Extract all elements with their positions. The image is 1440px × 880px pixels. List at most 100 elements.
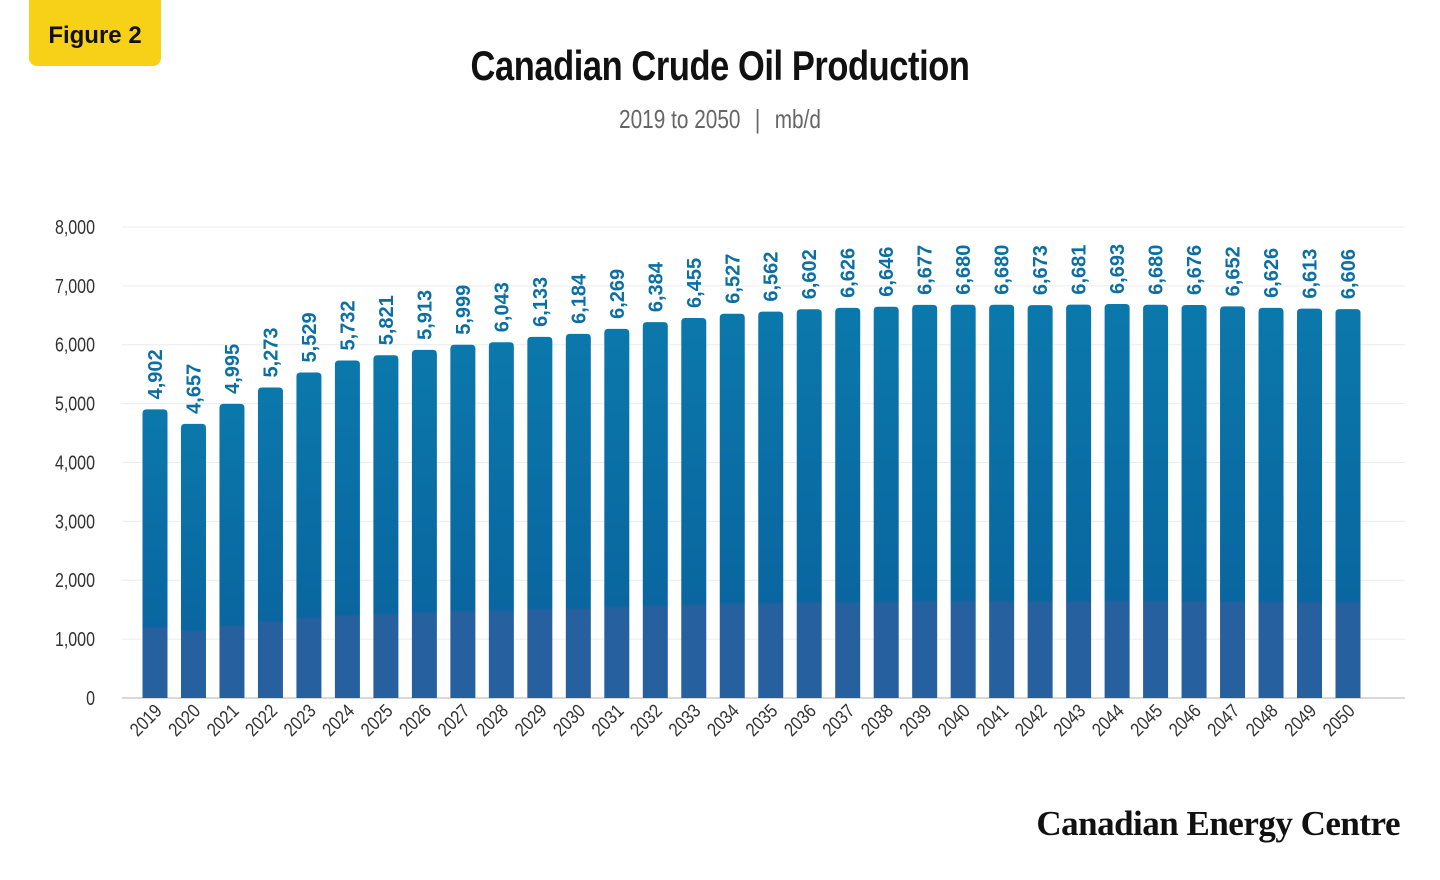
bar-2047 xyxy=(1220,306,1246,698)
x-tick-label: 2037 xyxy=(818,700,859,741)
x-tick-label: 2019 xyxy=(125,700,166,741)
data-label: 5,821 xyxy=(376,295,398,345)
data-label: 5,273 xyxy=(260,327,282,377)
data-label: 5,732 xyxy=(337,300,359,350)
data-label: 5,913 xyxy=(414,290,436,340)
bar-2022 xyxy=(257,387,283,698)
x-tick-label: 2030 xyxy=(549,700,590,741)
subtitle-separator: | xyxy=(754,104,761,134)
data-label: 4,995 xyxy=(222,344,244,394)
x-tick-label: 2045 xyxy=(1126,700,1167,741)
bar-2019 xyxy=(142,409,168,698)
x-tick-label: 2021 xyxy=(202,700,243,741)
x-tick-label: 2043 xyxy=(1049,700,1090,741)
bar-2024 xyxy=(334,360,360,698)
chart-subtitle: 2019 to 2050 | mb/d xyxy=(144,104,1296,135)
bar-2021 xyxy=(219,403,245,698)
x-tick-label: 2032 xyxy=(626,700,667,741)
data-label: 6,626 xyxy=(1261,248,1283,298)
data-label: 6,562 xyxy=(761,252,783,302)
x-tick-label: 2048 xyxy=(1241,700,1282,741)
x-tick-label: 2049 xyxy=(1280,700,1321,741)
x-tick-label: 2022 xyxy=(241,700,282,741)
bar-2032 xyxy=(642,322,668,698)
bar-2039 xyxy=(912,304,938,698)
x-tick-label: 2035 xyxy=(741,700,782,741)
bar-2027 xyxy=(450,344,476,698)
x-tick-label: 2034 xyxy=(703,700,744,741)
data-label: 6,133 xyxy=(530,277,552,327)
y-tick-label: 2,000 xyxy=(55,570,95,592)
data-label: 6,455 xyxy=(684,258,706,308)
data-label: 6,676 xyxy=(1184,245,1206,295)
data-label: 6,384 xyxy=(645,261,667,312)
bar-2044 xyxy=(1104,303,1130,698)
bar-2034 xyxy=(719,313,745,698)
bar-2025 xyxy=(373,355,399,698)
data-label: 6,681 xyxy=(1069,245,1091,295)
bar-2020 xyxy=(180,423,206,698)
y-tick-label: 3,000 xyxy=(55,511,95,533)
bar-2029 xyxy=(527,336,553,698)
bar-2042 xyxy=(1027,305,1053,698)
x-tick-label: 2044 xyxy=(1088,700,1129,741)
data-label: 6,269 xyxy=(607,269,629,319)
data-label: 5,529 xyxy=(299,312,321,362)
data-label: 6,652 xyxy=(1223,246,1245,296)
bar-2023 xyxy=(296,372,322,698)
x-tick-label: 2047 xyxy=(1203,700,1244,741)
x-tick-label: 2038 xyxy=(857,700,898,741)
x-tick-label: 2029 xyxy=(510,700,551,741)
x-tick-label: 2036 xyxy=(780,700,821,741)
bar-2041 xyxy=(989,304,1015,698)
bar-2049 xyxy=(1297,308,1323,698)
data-label: 6,680 xyxy=(992,245,1014,295)
y-tick-label: 7,000 xyxy=(55,275,95,297)
bar-2036 xyxy=(796,309,822,698)
bar-2028 xyxy=(488,342,514,698)
bar-2040 xyxy=(950,304,976,698)
x-tick-label: 2046 xyxy=(1164,700,1205,741)
data-label: 6,606 xyxy=(1338,249,1360,299)
brand-logo: Canadian Energy Centre xyxy=(1036,804,1400,843)
x-tick-label: 2040 xyxy=(934,700,975,741)
bar-2026 xyxy=(411,349,437,698)
x-tick-label: 2026 xyxy=(395,700,436,741)
data-label: 6,613 xyxy=(1300,249,1322,299)
bar-2050 xyxy=(1335,309,1361,698)
subtitle-range: 2019 to 2050 xyxy=(619,104,741,134)
data-label: 6,680 xyxy=(953,245,975,295)
y-tick-label: 5,000 xyxy=(55,393,95,415)
x-tick-label: 2028 xyxy=(472,700,513,741)
bar-2046 xyxy=(1181,304,1207,698)
chart-title: Canadian Crude Oil Production xyxy=(470,42,970,89)
data-label: 6,043 xyxy=(491,282,513,332)
data-label: 4,657 xyxy=(183,364,205,414)
data-label: 6,527 xyxy=(722,254,744,304)
x-tick-label: 2024 xyxy=(318,700,359,741)
y-tick-label: 0 xyxy=(86,687,95,709)
data-label: 5,999 xyxy=(453,285,475,335)
x-tick-label: 2033 xyxy=(664,700,705,741)
subtitle-unit: mb/d xyxy=(774,104,821,134)
bar-2030 xyxy=(565,333,591,698)
bar-2031 xyxy=(604,328,630,698)
data-label: 6,626 xyxy=(838,248,860,298)
data-label: 6,680 xyxy=(1146,245,1168,295)
x-tick-label: 2027 xyxy=(433,700,474,741)
data-label: 6,677 xyxy=(915,245,937,295)
data-label: 6,602 xyxy=(799,249,821,299)
y-tick-label: 4,000 xyxy=(55,452,95,474)
y-tick-label: 8,000 xyxy=(55,216,95,238)
data-label: 6,673 xyxy=(1030,245,1052,295)
figure-badge: Figure 2 xyxy=(29,0,161,66)
data-label: 4,902 xyxy=(145,349,167,399)
data-label: 6,646 xyxy=(876,247,898,297)
x-tick-label: 2050 xyxy=(1318,700,1359,741)
data-label: 6,693 xyxy=(1107,244,1129,294)
bar-2038 xyxy=(873,306,899,698)
y-tick-label: 6,000 xyxy=(55,334,95,356)
y-tick-label: 1,000 xyxy=(55,628,95,650)
bar-2035 xyxy=(758,311,784,698)
